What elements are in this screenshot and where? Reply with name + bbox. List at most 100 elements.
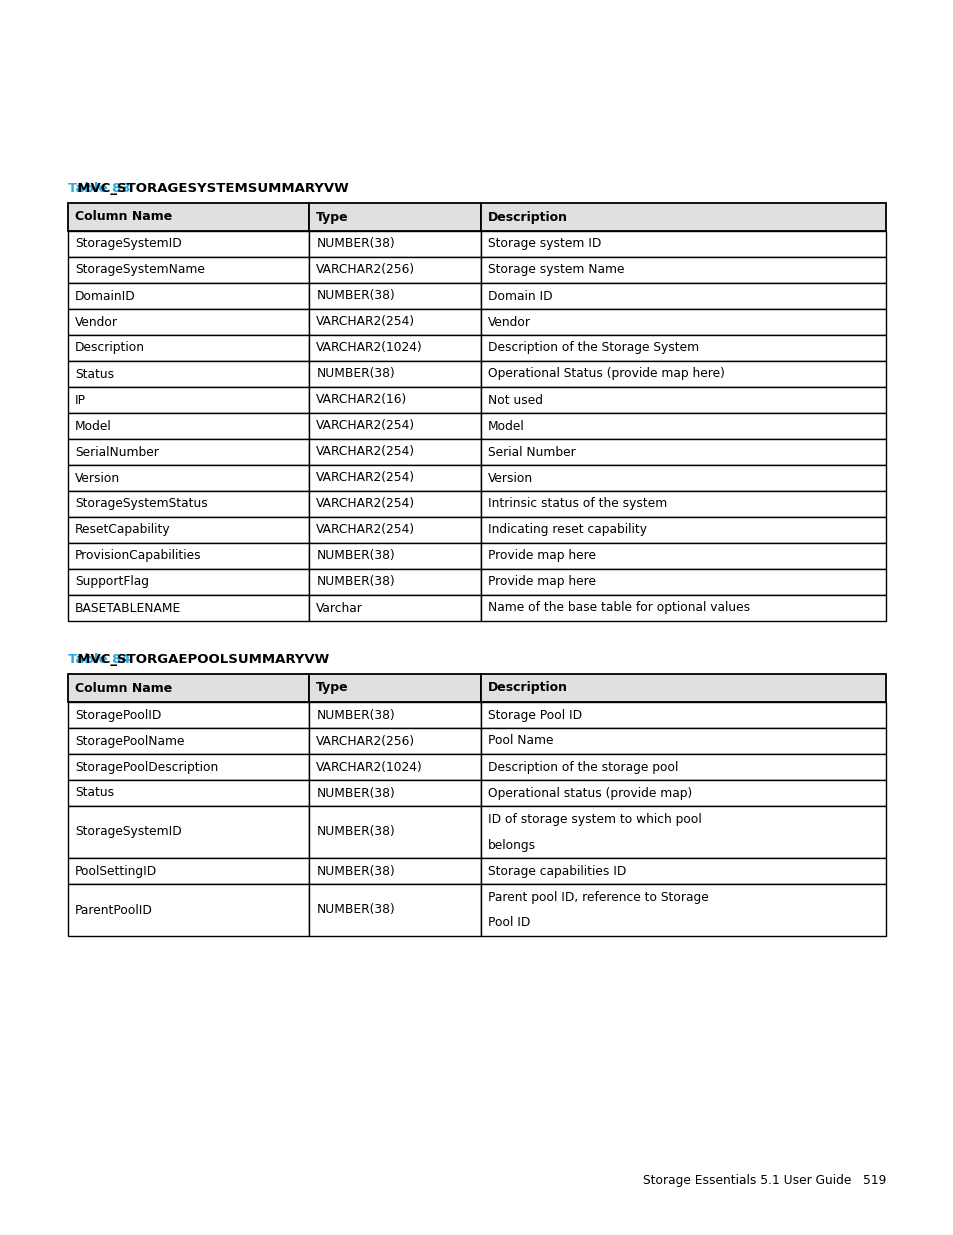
Bar	[68, 858, 309, 884]
Text: ParentPoolID: ParentPoolID	[75, 904, 152, 916]
Text: Description of the storage pool: Description of the storage pool	[488, 761, 678, 773]
Text: StoragePoolID: StoragePoolID	[75, 709, 161, 721]
Text: NUMBER(38): NUMBER(38)	[316, 787, 395, 799]
Bar	[480, 543, 885, 569]
Bar	[309, 412, 480, 438]
Text: Intrinsic status of the system: Intrinsic status of the system	[488, 498, 667, 510]
Bar	[480, 438, 885, 466]
Bar	[309, 727, 480, 755]
Text: Storage Essentials 5.1 User Guide   519: Storage Essentials 5.1 User Guide 519	[642, 1174, 885, 1187]
Bar	[480, 492, 885, 517]
Bar	[309, 257, 480, 283]
Bar	[480, 203, 885, 231]
Text: Description of the Storage System: Description of the Storage System	[488, 342, 699, 354]
Bar	[68, 569, 309, 595]
Bar	[68, 781, 309, 806]
Bar	[68, 806, 309, 858]
Bar	[309, 569, 480, 595]
Bar	[68, 387, 309, 412]
Bar	[309, 231, 480, 257]
Bar	[68, 492, 309, 517]
Bar	[309, 781, 480, 806]
Text: NUMBER(38): NUMBER(38)	[316, 550, 395, 562]
Bar	[309, 438, 480, 466]
Bar	[480, 674, 885, 701]
Bar	[480, 755, 885, 781]
Bar	[480, 858, 885, 884]
Bar	[68, 884, 309, 936]
Bar	[68, 335, 309, 361]
Text: Operational status (provide map): Operational status (provide map)	[488, 787, 692, 799]
Text: IP: IP	[75, 394, 86, 406]
Text: Parent pool ID, reference to Storage: Parent pool ID, reference to Storage	[488, 890, 708, 904]
Bar	[309, 517, 480, 543]
Text: Version: Version	[75, 472, 120, 484]
Text: Vendor: Vendor	[488, 315, 531, 329]
Text: VARCHAR2(256): VARCHAR2(256)	[316, 263, 415, 277]
Bar	[68, 727, 309, 755]
Text: Model: Model	[75, 420, 112, 432]
Text: Status: Status	[75, 368, 114, 380]
Text: Storage system ID: Storage system ID	[488, 237, 600, 251]
Text: NUMBER(38): NUMBER(38)	[316, 289, 395, 303]
Text: StorageSystemID: StorageSystemID	[75, 825, 182, 839]
Bar	[309, 674, 480, 701]
Bar	[480, 387, 885, 412]
Text: StorageSystemName: StorageSystemName	[75, 263, 205, 277]
Bar	[68, 674, 309, 701]
Text: VARCHAR2(254): VARCHAR2(254)	[316, 420, 415, 432]
Text: VARCHAR2(16): VARCHAR2(16)	[316, 394, 407, 406]
Text: Model: Model	[488, 420, 524, 432]
Text: BASETABLENAME: BASETABLENAME	[75, 601, 181, 615]
Bar	[309, 387, 480, 412]
Bar	[68, 543, 309, 569]
Text: DomainID: DomainID	[75, 289, 135, 303]
Text: VARCHAR2(256): VARCHAR2(256)	[316, 735, 415, 747]
Text: Version: Version	[488, 472, 533, 484]
Bar	[309, 361, 480, 387]
Bar	[480, 335, 885, 361]
Bar	[480, 283, 885, 309]
Text: Table 83: Table 83	[68, 182, 131, 195]
Text: Description: Description	[488, 210, 567, 224]
Bar	[480, 701, 885, 727]
Text: Serial Number: Serial Number	[488, 446, 576, 458]
Bar	[309, 701, 480, 727]
Text: Domain ID: Domain ID	[488, 289, 552, 303]
Text: MVC_STORAGESYSTEMSUMMARYVW: MVC_STORAGESYSTEMSUMMARYVW	[68, 182, 349, 195]
Text: Pool ID: Pool ID	[488, 916, 530, 930]
Text: Storage system Name: Storage system Name	[488, 263, 624, 277]
Text: MVC_STORGAEPOOLSUMMARYVW: MVC_STORGAEPOOLSUMMARYVW	[68, 653, 329, 666]
Text: Table 84: Table 84	[68, 653, 131, 666]
Text: ProvisionCapabilities: ProvisionCapabilities	[75, 550, 201, 562]
Bar	[480, 231, 885, 257]
Bar	[309, 543, 480, 569]
Bar	[68, 257, 309, 283]
Text: StoragePoolName: StoragePoolName	[75, 735, 184, 747]
Bar	[480, 309, 885, 335]
Bar	[309, 203, 480, 231]
Text: NUMBER(38): NUMBER(38)	[316, 825, 395, 839]
Text: StorageSystemStatus: StorageSystemStatus	[75, 498, 208, 510]
Bar	[309, 806, 480, 858]
Text: Indicating reset capability: Indicating reset capability	[488, 524, 646, 536]
Bar	[309, 283, 480, 309]
Bar	[68, 701, 309, 727]
Text: Type: Type	[316, 682, 349, 694]
Bar	[480, 595, 885, 621]
Bar	[480, 412, 885, 438]
Bar	[68, 412, 309, 438]
Bar	[309, 884, 480, 936]
Text: Storage capabilities ID: Storage capabilities ID	[488, 864, 626, 878]
Text: Varchar: Varchar	[316, 601, 363, 615]
Text: VARCHAR2(254): VARCHAR2(254)	[316, 524, 415, 536]
Text: Status: Status	[75, 787, 114, 799]
Text: Column Name: Column Name	[75, 210, 172, 224]
Text: VARCHAR2(254): VARCHAR2(254)	[316, 498, 415, 510]
Bar	[309, 492, 480, 517]
Bar	[68, 283, 309, 309]
Text: Provide map here: Provide map here	[488, 550, 596, 562]
Text: SerialNumber: SerialNumber	[75, 446, 159, 458]
Bar	[480, 884, 885, 936]
Text: belongs: belongs	[488, 839, 536, 851]
